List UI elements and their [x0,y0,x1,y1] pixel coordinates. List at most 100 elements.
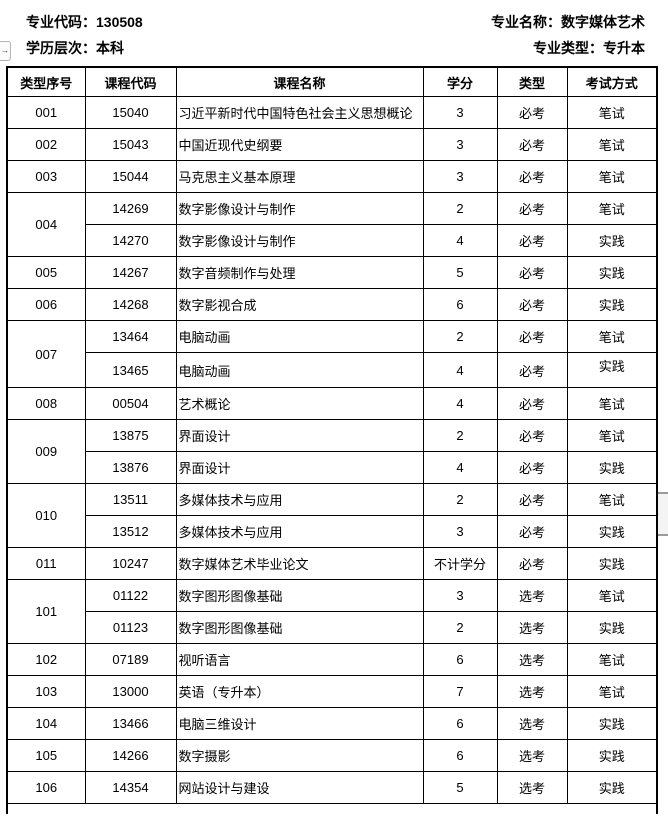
group-number-cell: 007 [6,320,86,388]
group-number-cell: 102 [6,643,86,676]
table-row: 13512 多媒体技术与应用 3 必考 实践 [7,515,658,548]
course-name-cell: 中国近现代史纲要 [175,128,424,161]
collapse-handle[interactable]: → [0,41,11,61]
group-number-cell: 104 [6,707,86,740]
course-type-cell: 必考 [496,451,568,484]
column-header: 学分 [422,66,498,97]
course-name-cell: 数字图形图像基础 [175,579,424,612]
course-table: 类型序号 课程代码 课程名称 学分 类型 考试方式 001 15040 习近平新时代中国特色社… [6,66,658,814]
course-code-cell: 15043 [84,128,177,161]
table-row: 001 15040 习近平新时代中国特色社会主义思想概论 3 必考 笔试 [6,96,658,129]
course-type-cell: 选考 [496,611,568,644]
table-row: 13876 界面设计 4 必考 实践 [7,451,658,484]
exam-method-cell: 笔试 [566,675,658,708]
course-name-cell: 界面设计 [175,419,424,452]
major-code: 专业代码：130508 [26,13,143,31]
major-name-label: 专业名称 [491,14,547,30]
table-row: 14270 数字影像设计与制作 4 必考 实践 [7,224,658,257]
colon: ： [547,14,561,30]
education-level-label: 学历层次 [26,40,82,56]
group-number-cell: 001 [6,96,86,129]
exam-method-cell: 实践 [566,771,658,804]
exam-method-cell: 笔试 [566,387,658,420]
credits-cell: 不计学分 [422,547,498,580]
table-row: 003 15044 马克思主义基本原理 3 必考 笔试 [6,160,658,193]
credits-cell: 6 [422,707,498,740]
credits-cell: 4 [422,451,498,484]
group-number-cell: 006 [6,288,86,321]
course-type-cell: 必考 [496,224,568,257]
group-number-cell: 009 [6,419,86,484]
course-code-cell: 14269 [84,192,177,225]
group-number-cell: 002 [6,128,86,161]
table-row: 008 00504 艺术概论 4 必考 笔试 [6,387,658,420]
table-row: 009 13875 界面设计 2 必考 笔试 [6,419,658,484]
course-name-cell: 数字媒体艺术毕业论文 [175,547,424,580]
course-code-cell: 15044 [84,160,177,193]
colon: ： [82,14,96,30]
table-row: 102 07189 视听语言 6 选考 笔试 [6,643,658,676]
course-name-cell: 数字音频制作与处理 [175,256,424,289]
exam-method-cell: 笔试 [566,419,658,452]
course-code-cell: 13875 [84,419,177,452]
major-type: 专业类型：专升本 [533,39,645,57]
exam-method-cell: 实践 [566,288,658,321]
page-header: 专业代码：130508 专业名称：数字媒体艺术 学历层次：本科 专业类型：专升本 [26,13,645,65]
course-type-cell: 必考 [496,288,568,321]
course-name-cell: 多媒体技术与应用 [175,515,424,548]
course-type-cell: 选考 [496,579,568,612]
exam-method-cell: 笔试 [566,128,658,161]
course-code-cell: 15040 [84,96,177,129]
credits-cell: 6 [422,643,498,676]
table-row: 002 15043 中国近现代史纲要 3 必考 笔试 [6,128,658,161]
group-number-cell: 101 [6,579,86,644]
exam-method-cell: 实践 [566,739,658,772]
major-name-value: 数字媒体艺术 [561,14,645,30]
table-row: 010 13511 多媒体技术与应用 2 必考 笔试 [6,483,658,548]
exam-method-cell: 实践 [566,256,658,289]
course-type-cell: 必考 [496,192,568,225]
major-code-label: 专业代码 [26,14,82,30]
exam-method-cell: 笔试 [566,579,658,612]
credits-cell: 2 [422,320,498,353]
credits-cell: 6 [422,288,498,321]
credits-cell: 4 [422,387,498,420]
column-header: 类型序号 [6,66,86,97]
course-code-cell: 01123 [84,611,177,644]
course-type-cell: 选考 [496,771,568,804]
course-name-cell: 马克思主义基本原理 [175,160,424,193]
table-header: 类型序号 课程代码 课程名称 学分 类型 考试方式 [6,66,658,97]
course-type-cell: 选考 [496,675,568,708]
credits-cell: 3 [422,579,498,612]
column-header: 课程代码 [84,66,177,97]
course-name-cell: 习近平新时代中国特色社会主义思想概论 [175,96,424,129]
group-number-cell: 011 [6,547,86,580]
partial-row [6,803,658,814]
course-code-cell: 13466 [84,707,177,740]
exam-method-cell: 实践 [566,547,658,580]
credits-cell: 6 [422,739,498,772]
group-number-cell: 008 [6,387,86,420]
exam-method-cell: 实践 [566,707,658,740]
course-name-cell: 数字影像设计与制作 [175,192,424,225]
table-row: 13465 电脑动画 4 必考 实践 [7,352,658,388]
course-code-cell: 13000 [84,675,177,708]
course-name-cell: 英语（专升本） [175,675,424,708]
course-type-cell: 必考 [496,96,568,129]
course-name-cell: 电脑三维设计 [175,707,424,740]
course-code-cell: 14354 [84,771,177,804]
course-code-cell: 00504 [84,387,177,420]
major-code-value: 130508 [96,14,143,30]
course-type-cell: 必考 [496,483,568,516]
meta-line-1: 专业代码：130508 专业名称：数字媒体艺术 [26,13,645,31]
exam-method-cell: 实践 [566,451,658,484]
table-row: 103 13000 英语（专升本） 7 选考 笔试 [6,675,658,708]
exam-method-cell: 笔试 [566,643,658,676]
group-number-cell: 004 [6,192,86,257]
course-type-cell: 必考 [496,160,568,193]
course-name-cell: 多媒体技术与应用 [175,483,424,516]
exam-method-cell: 笔试 [566,320,658,353]
credits-cell: 3 [422,160,498,193]
table-row: 004 14269 数字影像设计与制作 2 必考 笔试 [6,192,658,257]
group-number-cell: 103 [6,675,86,708]
